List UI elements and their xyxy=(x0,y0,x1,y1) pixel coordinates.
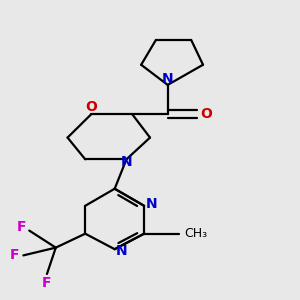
Text: O: O xyxy=(200,107,212,122)
Text: F: F xyxy=(10,248,19,262)
Text: F: F xyxy=(42,276,52,290)
Text: F: F xyxy=(17,220,27,235)
Text: N: N xyxy=(121,155,132,169)
Text: O: O xyxy=(85,100,97,114)
Text: CH₃: CH₃ xyxy=(184,227,207,240)
Text: N: N xyxy=(146,197,157,211)
Text: N: N xyxy=(116,244,128,258)
Text: N: N xyxy=(162,72,173,86)
